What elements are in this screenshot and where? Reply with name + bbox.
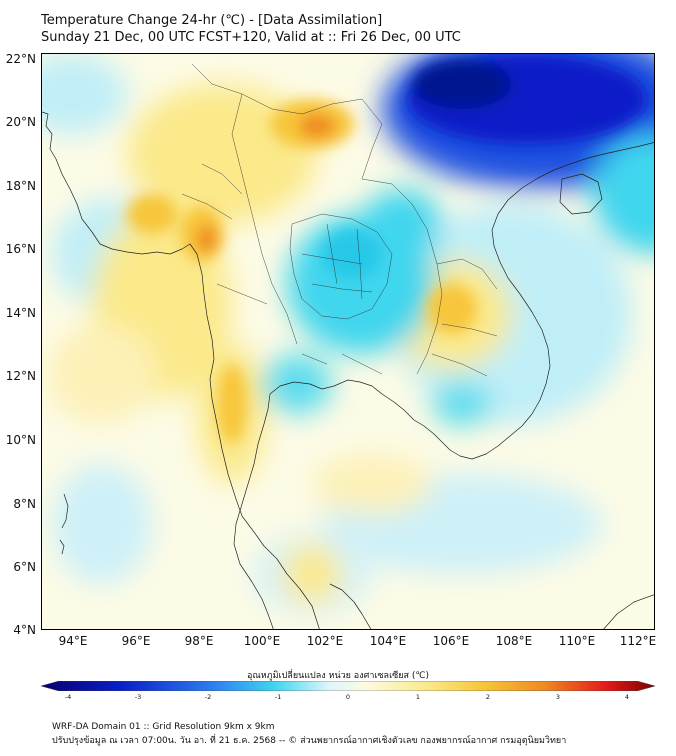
colorbar-label: อุณหภูมิเปลี่ยนแปลง หน่วย องศาเซลเซียส (… [246, 671, 430, 681]
lon-label-104e: 104°E [369, 634, 407, 648]
title-line-1: Temperature Change 24-hr (℃) - [Data Ass… [41, 13, 383, 28]
lat-label-20n: 20°N [5, 115, 36, 129]
colorbar-tick-minus-3: -3 [134, 693, 142, 701]
lat-label-12n: 12°N [5, 369, 36, 383]
lon-label-102e: 102°E [306, 634, 344, 648]
lat-label-4n: 4°N [13, 623, 36, 637]
temperature-cores [127, 54, 647, 444]
colorbar-ramp [41, 681, 655, 691]
lon-label-106e: 106°E [432, 634, 470, 648]
colorbar-tick-minus-1: -1 [274, 693, 282, 701]
lon-label-112e: 112°E [619, 634, 657, 648]
lat-label-16n: 16°N [5, 242, 36, 256]
lon-label-108e: 108°E [495, 634, 533, 648]
colorbar-tick-2: 2 [485, 693, 491, 701]
map-canvas [42, 54, 654, 629]
colorbar-tick-minus-2: -2 [204, 693, 212, 701]
lon-label-110e: 110°E [558, 634, 596, 648]
title-line-2: Sunday 21 Dec, 00 UTC FCST+120, Valid at… [41, 30, 461, 45]
colorbar-tick-1: 1 [415, 693, 421, 701]
lat-label-8n: 8°N [13, 497, 36, 511]
footer-model-info: WRF-DA Domain 01 :: Grid Resolution 9km … [52, 722, 275, 732]
lon-label-96e: 96°E [121, 634, 151, 648]
lat-label-22n: 22°N [5, 52, 36, 66]
colorbar-tick-3: 3 [555, 693, 561, 701]
borders [181, 63, 498, 377]
coastlines [42, 111, 654, 629]
footer: WRF-DA Domain 01 :: Grid Resolution 9km … [52, 720, 566, 748]
footer-credit: ปรับปรุงข้อมูล ณ เวลา 07:00น. วัน อา. ที… [52, 736, 567, 746]
lon-label-100e: 100°E [243, 634, 281, 648]
colorbar-tick-minus-4: -4 [64, 693, 72, 701]
lat-label-10n: 10°N [5, 433, 36, 447]
lat-label-6n: 6°N [13, 560, 36, 574]
temperature-map [41, 53, 655, 630]
lat-label-14n: 14°N [5, 306, 36, 320]
lon-label-94e: 94°E [58, 634, 88, 648]
colorbar-tick-0: 0 [345, 693, 351, 701]
lon-label-98e: 98°E [184, 634, 214, 648]
chart-title: Temperature Change 24-hr (℃) - [Data Ass… [41, 12, 461, 46]
temperature-field [42, 54, 654, 614]
colorbar-tick-4: 4 [624, 693, 630, 701]
colorbar [41, 681, 655, 691]
lat-label-18n: 18°N [5, 179, 36, 193]
